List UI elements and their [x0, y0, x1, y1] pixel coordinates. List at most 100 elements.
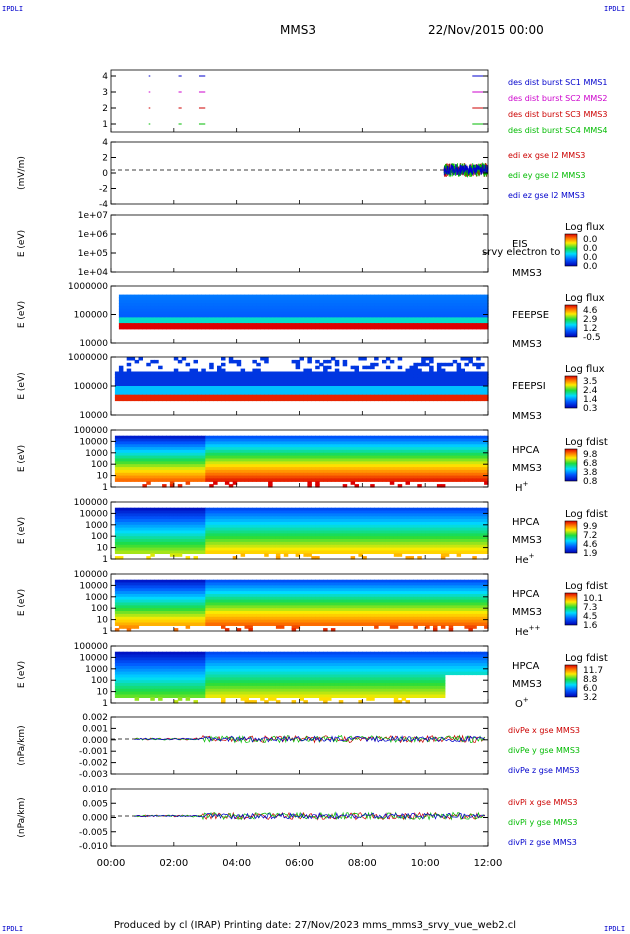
heatmap-cell — [189, 325, 194, 330]
heatmap-cell — [358, 391, 363, 396]
heatmap-cell — [134, 458, 140, 462]
heatmap-cell — [134, 530, 140, 534]
heatmap-cell — [228, 317, 234, 321]
heatmap-cell — [374, 464, 379, 468]
heatmap-cell — [260, 516, 265, 520]
heatmap-cell — [248, 475, 253, 480]
heatmap-cell — [409, 365, 414, 370]
heatmap-cell — [185, 438, 191, 443]
heatmap-cell — [366, 449, 371, 454]
heatmap-cell — [146, 297, 151, 301]
heatmap-cell — [264, 383, 269, 387]
heatmap-cell — [374, 455, 379, 460]
heatmap-cell — [307, 435, 312, 440]
heatmap-cell — [393, 455, 399, 460]
heatmap-cell — [221, 435, 226, 440]
heatmap-cell — [354, 469, 359, 474]
heatmap-cell — [221, 311, 226, 316]
heatmap-cell — [330, 323, 336, 327]
heatmap-cell — [330, 294, 336, 299]
heatmap-cell — [472, 444, 477, 448]
heatmap-cell — [307, 386, 312, 390]
heatmap-cell — [181, 305, 187, 310]
heatmap-cell — [193, 444, 198, 448]
heatmap-cell — [154, 323, 159, 327]
heatmap-cell — [350, 530, 356, 534]
heatmap-cell — [272, 314, 277, 318]
heatmap-cell — [330, 516, 336, 520]
heatmap-cell — [232, 469, 238, 474]
heatmap-cell — [417, 449, 422, 454]
heatmap-cell — [173, 300, 179, 304]
heatmap-cell — [193, 374, 198, 378]
heatmap-cell — [382, 455, 387, 460]
heatmap-cell — [405, 391, 410, 396]
heatmap-cell — [260, 464, 265, 468]
heatmap-cell — [118, 308, 124, 313]
heatmap-cell — [169, 303, 175, 307]
heatmap-cell — [209, 308, 214, 313]
heatmap-cell — [205, 539, 210, 543]
heatmap-cell — [189, 386, 194, 390]
heatmap-cell — [448, 536, 454, 540]
heatmap-cell — [413, 377, 418, 381]
heatmap-cell — [299, 441, 304, 445]
heatmap-cell — [456, 294, 462, 299]
heatmap-cell — [213, 455, 218, 460]
heatmap-cell — [417, 325, 422, 330]
heatmap-cell — [295, 519, 301, 523]
heatmap-cell — [311, 320, 316, 324]
heatmap-cell — [146, 377, 151, 381]
heatmap-cell — [319, 294, 324, 299]
heatmap-cell — [126, 357, 132, 361]
heatmap-cell — [323, 461, 328, 465]
heatmap-cell — [224, 444, 230, 448]
heatmap-cell — [425, 300, 430, 304]
heatmap-cell — [452, 314, 458, 318]
heatmap-cell — [205, 510, 210, 515]
heatmap-cell — [303, 510, 308, 515]
heatmap-cell — [224, 469, 230, 474]
heatmap-cell — [275, 530, 281, 534]
heatmap-cell — [456, 507, 462, 512]
heatmap-cell — [283, 305, 289, 310]
heatmap-cell — [366, 524, 371, 529]
heatmap-cell — [389, 447, 395, 451]
heatmap-cell — [413, 397, 418, 402]
heatmap-cell — [122, 447, 128, 451]
heatmap-cell — [150, 297, 155, 301]
heatmap-cell — [134, 455, 140, 460]
heatmap-cell — [154, 530, 159, 534]
heatmap-cell — [130, 452, 136, 457]
heatmap-cell — [389, 530, 395, 534]
heatmap-cell — [185, 527, 191, 532]
heatmap-cell — [185, 536, 191, 540]
heatmap-cell — [256, 325, 261, 330]
heatmap-cell — [370, 469, 375, 474]
heatmap-cell — [319, 510, 324, 515]
heatmap-cell — [169, 461, 175, 465]
heatmap-cell — [440, 320, 446, 324]
colorbar-tick-label: 3.5 — [583, 377, 597, 387]
heatmap-cell — [232, 314, 238, 318]
heatmap-cell — [460, 444, 465, 448]
heatmap-cell — [409, 391, 414, 396]
heatmap-cell — [114, 441, 120, 445]
heatmap-cell — [338, 507, 344, 512]
heatmap-cell — [130, 300, 136, 304]
heatmap-cell — [291, 305, 297, 310]
heatmap-cell — [189, 388, 194, 393]
heatmap-cell — [315, 317, 320, 321]
heatmap-cell — [114, 530, 120, 534]
heatmap-cell — [205, 530, 210, 534]
heatmap-cell — [205, 380, 210, 384]
heatmap-cell — [244, 394, 249, 399]
heatmap-cell — [221, 464, 226, 468]
heatmap-cell — [221, 371, 226, 375]
heatmap-cell — [268, 388, 273, 393]
heatmap-cell — [232, 481, 238, 485]
heatmap-cell — [346, 374, 352, 378]
